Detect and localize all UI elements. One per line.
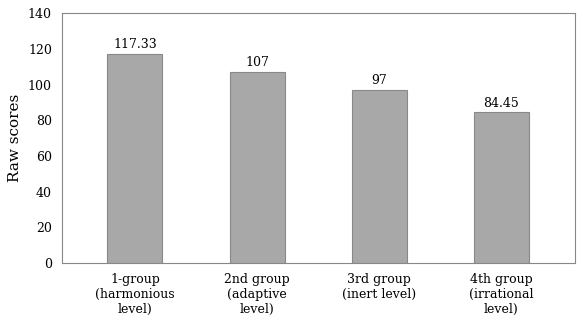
Bar [107,54,163,263]
Y-axis label: Raw scores: Raw scores [8,94,22,182]
Text: 107: 107 [245,56,269,69]
Bar [474,112,529,263]
Bar [352,90,407,263]
Text: 117.33: 117.33 [113,38,157,51]
Bar [230,72,285,263]
Text: 84.45: 84.45 [483,97,519,110]
Text: 97: 97 [371,74,387,87]
